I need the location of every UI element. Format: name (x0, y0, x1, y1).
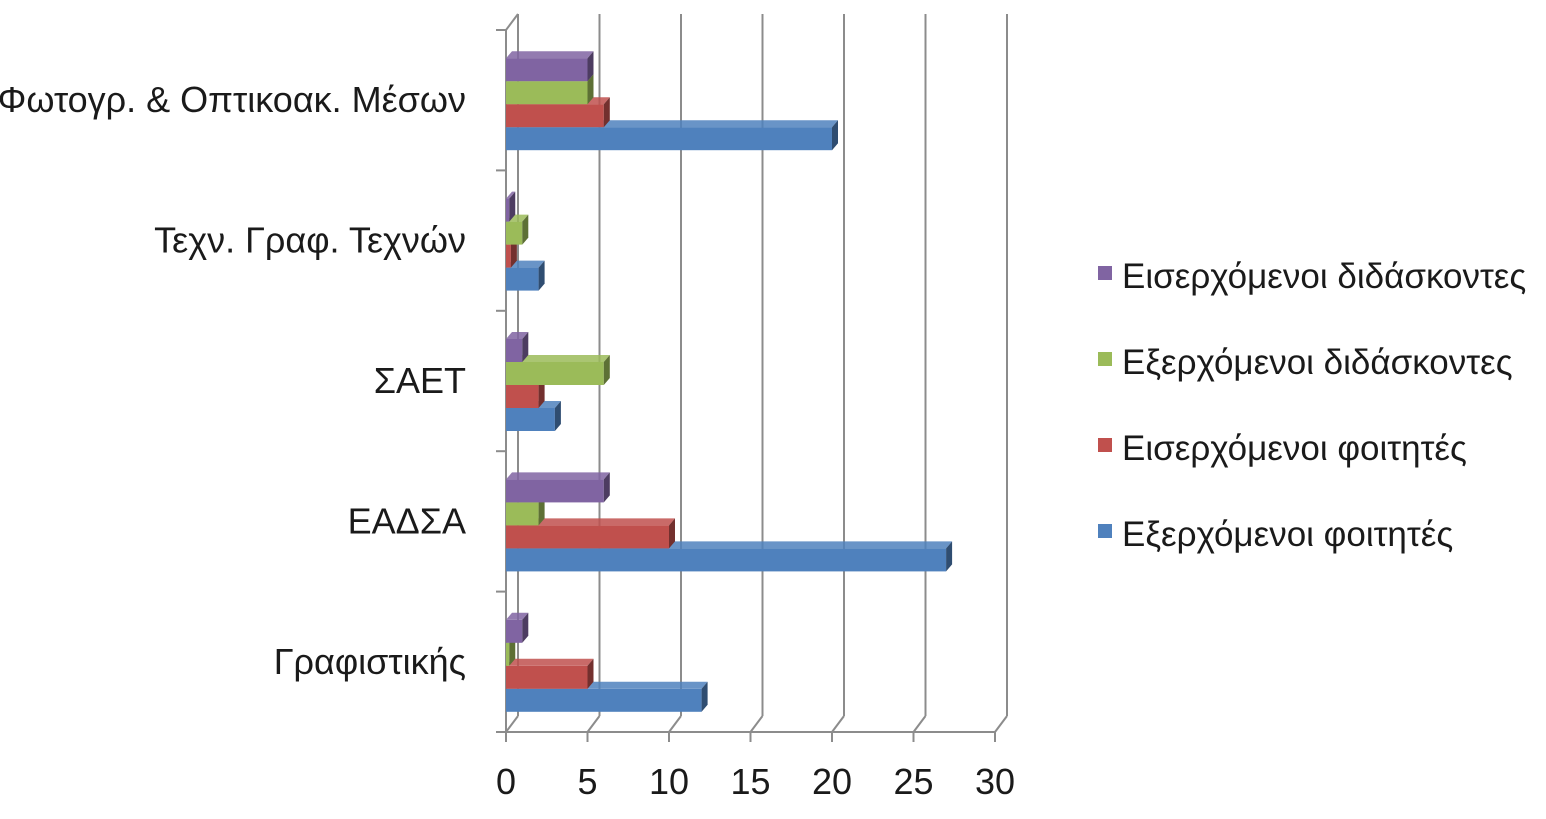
bar-side-face (538, 378, 545, 408)
x-tick-label: 0 (496, 761, 516, 802)
category-label: Τεχν. Γραφ. Τεχνών (154, 220, 466, 261)
bar-side-face (509, 191, 516, 222)
floor-gridline (749, 715, 764, 733)
bars (506, 51, 953, 712)
floor-gridline (994, 715, 1008, 733)
bar (506, 408, 555, 431)
x-tick-label: 5 (577, 761, 597, 802)
category-label: Γραφιστικής (274, 641, 466, 682)
floor-gridline (831, 715, 845, 733)
bar-side-face (587, 74, 594, 105)
bar-top-face (506, 191, 516, 199)
bar-side-face (946, 541, 953, 572)
legend: Εισερχόμενοι διδάσκοντες Εξερχόμενοι διδά… (1098, 257, 1526, 554)
bar-top-face (506, 332, 529, 339)
floor-gridline (912, 715, 927, 733)
bar (506, 244, 511, 268)
bar-side-face (538, 495, 545, 526)
bar-side-face (603, 472, 610, 503)
bar (506, 688, 702, 712)
bar (506, 267, 539, 291)
bar-side-face (522, 332, 529, 362)
bar-side-face (522, 612, 529, 643)
bar (506, 548, 947, 572)
bar-side-face (603, 355, 610, 385)
bar-top-face (506, 51, 594, 59)
legend-swatch (1098, 352, 1112, 366)
bar (506, 642, 510, 666)
bar (506, 81, 588, 105)
x-tick-label: 10 (649, 761, 689, 802)
bar (506, 104, 604, 128)
bar-side-face (509, 635, 516, 666)
bar-side-face (701, 681, 708, 712)
bar-side-face (538, 260, 545, 291)
floor-gridline (586, 715, 601, 733)
legend-label: Εισερχόμενοι φοιτητές (1122, 429, 1467, 468)
floor-gridline (668, 715, 682, 733)
legend-swatch (1098, 438, 1112, 452)
bar (506, 479, 604, 503)
bar-top-face (506, 355, 610, 362)
legend-label: Εξερχόμενοι διδάσκοντες (1122, 343, 1513, 382)
bar-side-face (832, 120, 838, 151)
labels: 0 5 10 15 20 25 30 Γραφιστικής ΕΑΔΣΑ ΣΑΕΤ Τεχν. Γρ… (0, 79, 1015, 802)
bar-top-face (506, 260, 545, 268)
bar-side-face (522, 214, 529, 245)
bar-top-face (506, 658, 594, 666)
bar-top-face (506, 472, 610, 480)
bar (506, 362, 604, 385)
legend-label: Εισερχόμενοι διδάσκοντες (1122, 257, 1526, 296)
bar-side-face (554, 401, 561, 431)
bar (506, 198, 510, 222)
bar-side-face (510, 237, 517, 268)
bar-side-face (587, 658, 594, 689)
floor-gridline (505, 715, 519, 733)
bar (506, 221, 523, 245)
x-tick-label: 30 (975, 761, 1015, 802)
legend-swatch (1098, 524, 1112, 538)
bar (506, 339, 523, 362)
legend-swatch (1098, 266, 1112, 280)
bar-side-face (603, 97, 610, 128)
bar (506, 525, 669, 549)
x-tick-label: 25 (893, 761, 933, 802)
y-axis-top-edge (505, 13, 519, 31)
bar-top-face (506, 518, 675, 526)
bar-side-face (587, 51, 594, 82)
bar (506, 665, 588, 689)
x-tick-label: 15 (730, 761, 770, 802)
category-label: Φωτογρ. & Οπτικοακ. Μέσων (0, 79, 466, 120)
bar (506, 502, 539, 526)
bar (506, 619, 523, 643)
legend-label: Εξερχόμενοι φοιτητές (1122, 515, 1453, 554)
x-tick-label: 20 (812, 761, 852, 802)
bar-side-face (669, 518, 675, 549)
bar (506, 58, 588, 82)
bar (506, 127, 832, 151)
bar-top-face (506, 612, 529, 620)
category-label: ΕΑΔΣΑ (348, 500, 466, 541)
category-label: ΣΑΕΤ (374, 360, 466, 401)
bar (506, 385, 539, 408)
